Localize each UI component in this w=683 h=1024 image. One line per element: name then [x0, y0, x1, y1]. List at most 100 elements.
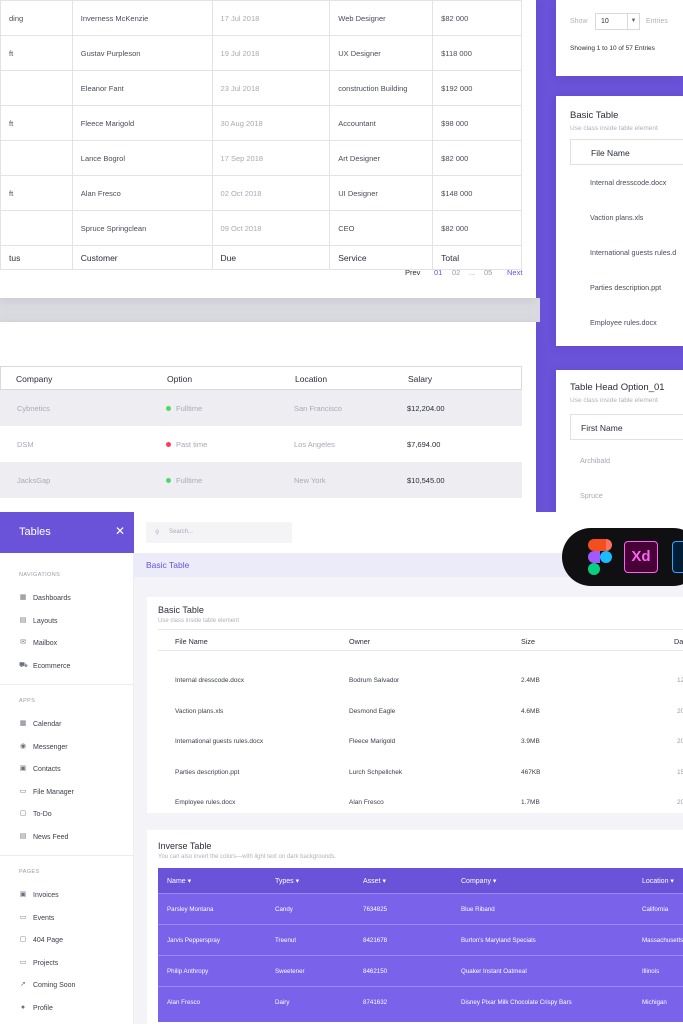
table-cell: Web Designer: [329, 0, 434, 36]
entries-select[interactable]: 10 ▼: [595, 13, 640, 30]
table-row: JacksGap Fulltime New York $10,545.00: [0, 462, 522, 498]
col-salary: Salary: [408, 374, 433, 384]
page-link-2[interactable]: 02: [452, 268, 461, 277]
table-cell: Disney Pixar Milk Chocolate Crispy Bars: [461, 999, 572, 1006]
footer-cell: Service: [329, 245, 434, 270]
table-cell: Illinois: [642, 968, 660, 975]
profile-icon: ●: [20, 1003, 26, 1011]
basic-table-title: Basic Table: [158, 605, 204, 615]
sidebar-item-projects[interactable]: ▭ Projects: [19, 959, 59, 967]
sidebar-item-404-page[interactable]: ▢ 404 Page: [19, 936, 63, 944]
table-row: Alan Fresco Dairy 8741632 Disney Pixar Milk…: [158, 986, 683, 1017]
entries-value: 10: [601, 18, 609, 25]
chevron-down-icon: ▼: [627, 14, 639, 29]
table-cell: 8421678: [363, 937, 388, 944]
table-cell: Alan Fresco: [71, 175, 213, 211]
table-cell: Treenut: [275, 937, 297, 944]
table-cell: Eleanor Fant: [71, 70, 213, 106]
table-cell: UI Designer: [329, 175, 434, 211]
col-owner: Owner: [349, 637, 371, 646]
col-file-name: File Name: [591, 148, 630, 158]
status-dot-icon: [166, 441, 171, 447]
table-cell: ft: [0, 35, 73, 71]
table-row: Jarvis Pepperspray Treenut 8421678 Burton's…: [158, 924, 683, 955]
option-label: Fulltime: [176, 476, 203, 485]
prev-page-link[interactable]: Prev: [405, 268, 421, 277]
sidebar-item-events[interactable]: ▭ Events: [19, 914, 55, 922]
sidebar-item-layouts[interactable]: ▤ Layouts: [19, 617, 58, 625]
table-cell: ding: [0, 0, 73, 36]
sidebar-item-contacts[interactable]: ▣ Contacts: [19, 765, 61, 773]
sidebar-item-profile[interactable]: ● Profile: [19, 1004, 53, 1012]
table-cell: ft: [0, 105, 73, 141]
sort-asset-button[interactable]: Asset ▾: [363, 878, 386, 885]
table-row: Parsley Montana Candy 7634825 Blue Riband Ca…: [158, 893, 683, 924]
sidebar-item-invoices[interactable]: ▣ Invoices: [19, 891, 59, 899]
sidebar-item-label: File Manager: [33, 788, 74, 796]
col-company: Company: [16, 374, 53, 384]
table-cell: $192 000: [432, 70, 522, 106]
tools-icon[interactable]: ✕: [115, 524, 126, 538]
table-row: Parties description.ppt Lurch Schpellchek…: [147, 769, 683, 781]
table-cell: 8462150: [363, 968, 388, 975]
table-cell: Desmond Eagle: [349, 707, 396, 715]
sort-company-button[interactable]: Company ▾: [461, 878, 497, 885]
table-cell: Bodrum Salvador: [349, 677, 400, 684]
option-cell: Fulltime: [166, 476, 202, 485]
table-cell: Fleece Marigold: [71, 105, 213, 141]
table-cell: $82 000: [432, 0, 522, 36]
table-cell: Fleece Marigold: [349, 738, 396, 745]
sidebar-item-calendar[interactable]: ▦ Calendar: [19, 720, 62, 728]
sort-types-button[interactable]: Types ▾: [275, 878, 300, 885]
table-cell: Accountant: [329, 105, 434, 141]
table-cell: 20: [677, 707, 683, 715]
layouts-icon: ▤: [19, 616, 27, 624]
sidebar-item-label: Dashboards: [33, 594, 71, 602]
table-cell: California: [642, 906, 669, 913]
sidebar-item-ecommerce[interactable]: ⛟ Ecommerce: [19, 662, 70, 670]
location-cell: San Francisco: [294, 404, 342, 413]
table-cell: Art Designer: [329, 140, 434, 176]
next-page-link[interactable]: Next: [507, 268, 523, 277]
company-cell: DSM: [17, 440, 34, 449]
sidebar-item-mailbox[interactable]: ✉ Mailbox: [19, 639, 57, 647]
page-link-1[interactable]: 01: [434, 268, 443, 277]
sidebar-item-label: Ecommerce: [33, 662, 71, 670]
table-cell: [0, 140, 73, 176]
sidebar-item-coming-soon[interactable]: ➚ Coming Soon: [19, 981, 75, 989]
footer-cell: tus: [0, 245, 73, 270]
sidebar-item-to-do[interactable]: ▢ To-Do: [19, 810, 52, 818]
table-cell: $82 000: [432, 140, 522, 176]
table-cell: 15: [677, 768, 683, 776]
news-icon: ▤: [19, 832, 27, 840]
right-basic-header: File Name: [570, 139, 683, 165]
search-input[interactable]: ⚲ Search...: [146, 522, 292, 543]
sidebar-item-news-feed[interactable]: ▤ News Feed: [19, 832, 69, 841]
table-cell: ft: [0, 175, 73, 211]
option-cell: Fulltime: [166, 404, 202, 413]
col-option: Option: [167, 374, 193, 384]
page-link-5[interactable]: 05: [484, 268, 493, 277]
sidebar-item-file-manager[interactable]: ▭ File Manager: [19, 788, 74, 796]
footer-cell: Total: [432, 245, 522, 270]
company-cell: JacksGap: [17, 476, 51, 485]
sidebar-item-dashboards[interactable]: ▦ Dashboards: [19, 594, 71, 602]
entries-label: Entries: [646, 18, 668, 25]
basic-table-subtitle: Use class inside table element: [158, 618, 240, 624]
table-row: Cybnetics Fulltime San Francisco $12,204.00: [0, 390, 522, 426]
sidebar-title: Tables: [19, 526, 51, 538]
table-row: ft Gustav Purpleson 19 Jul 2018 UX Designer…: [0, 35, 522, 71]
sidebar-item-messenger[interactable]: ◉ Messenger: [19, 743, 68, 751]
sort-name-button[interactable]: Name ▾: [167, 878, 192, 885]
inverse-table-header: Name ▾ Types ▾ Asset ▾ Company ▾ Locatio…: [158, 868, 683, 893]
sort-location-button[interactable]: Location ▾: [642, 878, 674, 885]
footer-cell: Customer: [71, 245, 213, 270]
table-cell: 02 Oct 2018: [211, 175, 331, 211]
table-cell: 3.9MB: [521, 738, 540, 745]
col-file-name: File Name: [175, 637, 208, 646]
table-cell: Candy: [275, 906, 293, 913]
table-cell: CEO: [329, 210, 434, 246]
sidebar-item-label: To-Do: [33, 810, 52, 818]
tables-app-window: Tables ✕ NAVIGATIONS ▦ Dashboards ▤ Layouts ✉…: [0, 512, 683, 1024]
table-row: Vaction plans.xls Desmond Eagle 4.6MB 20: [147, 708, 683, 720]
